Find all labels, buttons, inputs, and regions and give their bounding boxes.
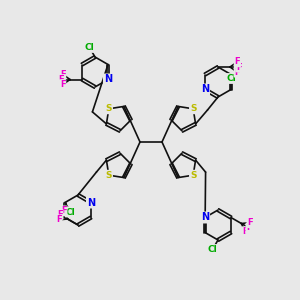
Text: N: N [201,85,209,94]
Text: F: F [57,210,63,219]
Text: F: F [246,224,252,232]
Text: F: F [60,70,65,79]
Text: S: S [190,171,196,180]
Text: F: F [242,227,248,236]
Text: N: N [104,74,112,85]
Text: Cl: Cl [208,245,218,254]
Text: N: N [87,197,95,208]
Text: Cl: Cl [85,43,94,52]
Text: F: F [235,57,240,66]
Text: F: F [235,68,240,77]
Text: S: S [106,104,112,113]
Text: S: S [190,104,196,113]
Text: F: F [58,75,64,84]
Text: F: F [236,62,242,71]
Text: Cl: Cl [66,208,75,217]
Text: S: S [106,171,112,180]
Text: Cl: Cl [226,74,236,83]
Text: F: F [56,215,61,224]
Text: F: F [61,206,67,215]
Text: F: F [60,80,65,89]
Text: F: F [248,218,253,227]
Text: N: N [201,212,209,223]
